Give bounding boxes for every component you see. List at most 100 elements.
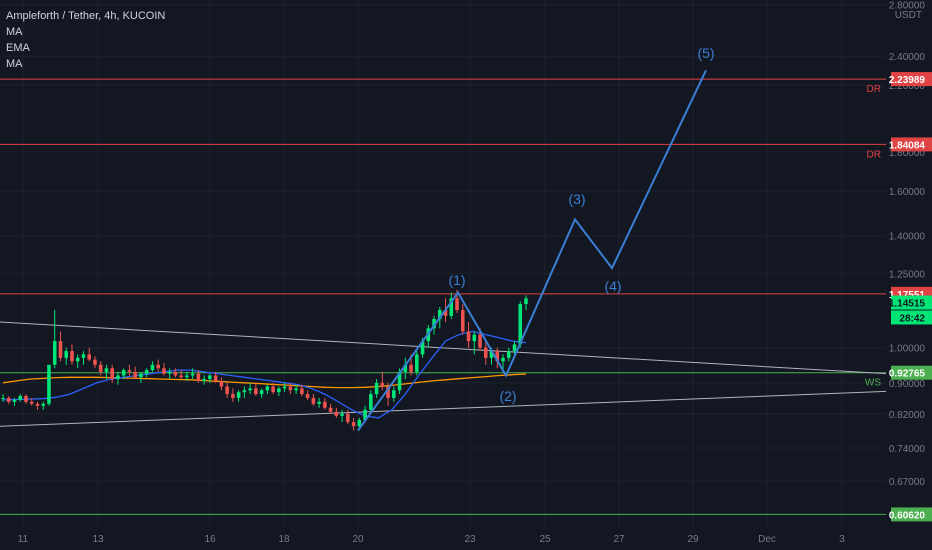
candle-body (93, 359, 97, 365)
level-label: WS (865, 378, 881, 389)
price-tag-label: 1.84084 (889, 140, 926, 151)
candles (1, 289, 528, 431)
candle-body (438, 309, 442, 319)
candle-body (386, 386, 390, 398)
indicator-ma-2[interactable]: MA (6, 58, 23, 70)
time-tick-label: 23 (464, 534, 476, 545)
candle-body (403, 364, 408, 372)
price-tag-bg (891, 137, 932, 152)
candle-body (52, 341, 57, 365)
candle-body (380, 382, 385, 387)
candle-body (254, 388, 258, 395)
candle-body (294, 388, 298, 391)
candle-body (449, 298, 454, 316)
candle-body (208, 375, 212, 380)
candle-body (225, 386, 229, 395)
time-tick-label: 16 (204, 534, 216, 545)
candle-body (18, 396, 23, 400)
candle-body (24, 396, 28, 402)
candle-body (173, 371, 178, 376)
price-tick-label: 0.74000 (889, 444, 926, 455)
level-label: DR (867, 149, 881, 160)
candle-body (397, 371, 402, 391)
price-axis[interactable]: 2.80000 2.40000 2.20000 1.80000 1.60000 1.400… (889, 1, 932, 522)
candle-body (300, 388, 304, 395)
candle-body (265, 386, 270, 391)
candle-body (340, 413, 344, 416)
candle-body (248, 388, 252, 391)
candle-body (58, 341, 63, 358)
candle-body (162, 368, 166, 374)
candle-body (271, 386, 275, 393)
candle-body (334, 411, 339, 416)
candle-body (259, 390, 264, 395)
price-tick-label: 2.80000 (889, 1, 926, 12)
lower-trendline (0, 390, 887, 427)
candle-body (495, 351, 500, 362)
candle-body (506, 351, 511, 358)
candle-body (323, 401, 327, 408)
candle-body (179, 375, 183, 378)
candle-body (357, 419, 362, 427)
candle-body (501, 357, 505, 362)
candle-body (70, 351, 74, 362)
upper-trendline (0, 321, 887, 375)
level-label: DR (867, 84, 881, 95)
wave-label: (5) (697, 45, 714, 61)
time-tick-label: 29 (687, 534, 699, 545)
wave-path (357, 69, 707, 432)
candle-body (311, 397, 316, 404)
price-tag-bg (891, 507, 932, 522)
candle-body (317, 401, 321, 404)
candle-body (328, 407, 333, 412)
indicator-ema[interactable]: EMA (6, 42, 30, 54)
wave-label: (3) (568, 191, 585, 207)
time-axis[interactable]: 11 13 16 18 20 23 25 27 29 Dec 3 (18, 534, 845, 545)
candle-body (47, 364, 51, 404)
price-tick-label: 2.40000 (889, 52, 926, 63)
candle-body (489, 351, 494, 358)
elliott-wave[interactable]: (1) (2) (3) (4) (5) (357, 45, 715, 432)
price-tag-bg (891, 72, 932, 87)
price-tag-label: 2.23989 (889, 75, 926, 86)
time-tick-label: 13 (92, 534, 104, 545)
candle-body (190, 373, 195, 376)
symbol-title[interactable]: Ampleforth / Tether, 4h, KUCOIN (6, 10, 166, 22)
candle-body (1, 397, 5, 399)
candle-body (363, 409, 367, 420)
price-tag-bg (891, 310, 932, 325)
candle-body (213, 375, 218, 381)
price-tag-label: 1.17551 (889, 290, 926, 301)
candle-body (346, 413, 350, 423)
candle-body (512, 344, 517, 352)
candle-body (305, 394, 310, 398)
candle-body (35, 403, 40, 406)
candle-body (472, 334, 477, 342)
candle-body (288, 386, 293, 391)
candle-body (483, 347, 488, 358)
price-tick-label: 2.20000 (889, 81, 926, 92)
wave-label: (4) (604, 278, 621, 294)
candle-body (202, 379, 206, 381)
candle-body (12, 399, 17, 402)
candle-body (133, 371, 137, 378)
wave-label: (1) (448, 272, 465, 288)
candle-body (478, 334, 482, 348)
candle-body (236, 392, 241, 398)
candle-body (415, 354, 419, 372)
price-tick-label: 1.25000 (889, 269, 926, 280)
price-tick-label: 0.90000 (889, 379, 926, 390)
price-tick-label: 1.60000 (889, 187, 926, 198)
candle-body (150, 364, 155, 371)
candle-body (443, 309, 448, 316)
indicator-ma-1[interactable]: MA (6, 26, 23, 38)
price-tick-label: 1.00000 (889, 344, 926, 355)
candle-body (75, 357, 80, 362)
trendlines[interactable] (0, 321, 887, 427)
candle-body (144, 370, 149, 374)
grid (0, 0, 886, 528)
candle-body (185, 375, 189, 378)
time-tick-label: 18 (278, 534, 290, 545)
